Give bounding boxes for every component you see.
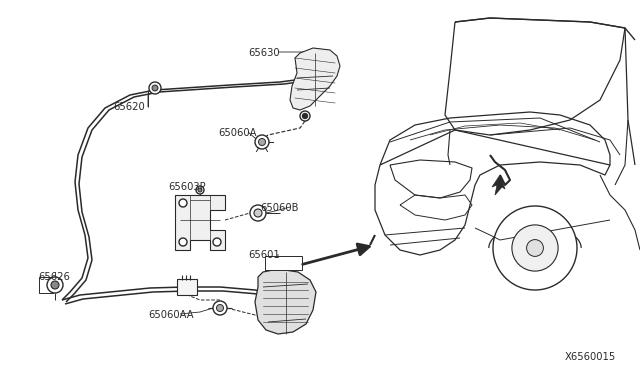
- Circle shape: [152, 85, 158, 91]
- Text: 65060A: 65060A: [218, 128, 257, 138]
- Text: X6560015: X6560015: [565, 352, 616, 362]
- Polygon shape: [492, 175, 505, 195]
- Circle shape: [216, 305, 223, 311]
- Text: 65060AA: 65060AA: [148, 310, 194, 320]
- Circle shape: [527, 240, 543, 256]
- Circle shape: [196, 186, 204, 194]
- Circle shape: [179, 238, 187, 246]
- Circle shape: [213, 238, 221, 246]
- Text: 65630: 65630: [248, 48, 280, 58]
- FancyBboxPatch shape: [265, 256, 302, 270]
- Circle shape: [493, 206, 577, 290]
- Circle shape: [512, 225, 558, 271]
- FancyBboxPatch shape: [177, 279, 197, 295]
- Text: 65620: 65620: [113, 102, 145, 112]
- Circle shape: [254, 209, 262, 217]
- Circle shape: [255, 135, 269, 149]
- Text: 65626: 65626: [38, 272, 70, 282]
- Text: 65060B: 65060B: [260, 203, 298, 213]
- Circle shape: [149, 82, 161, 94]
- FancyBboxPatch shape: [39, 277, 53, 293]
- Circle shape: [300, 111, 310, 121]
- Circle shape: [213, 301, 227, 315]
- Circle shape: [303, 113, 307, 119]
- Text: 65603P: 65603P: [168, 182, 205, 192]
- Circle shape: [51, 281, 59, 289]
- Polygon shape: [290, 48, 340, 110]
- Polygon shape: [255, 269, 316, 334]
- Circle shape: [259, 138, 266, 145]
- Circle shape: [179, 199, 187, 207]
- Circle shape: [198, 188, 202, 192]
- Text: 65601: 65601: [248, 250, 280, 260]
- Polygon shape: [175, 195, 225, 250]
- Circle shape: [250, 205, 266, 221]
- Circle shape: [47, 277, 63, 293]
